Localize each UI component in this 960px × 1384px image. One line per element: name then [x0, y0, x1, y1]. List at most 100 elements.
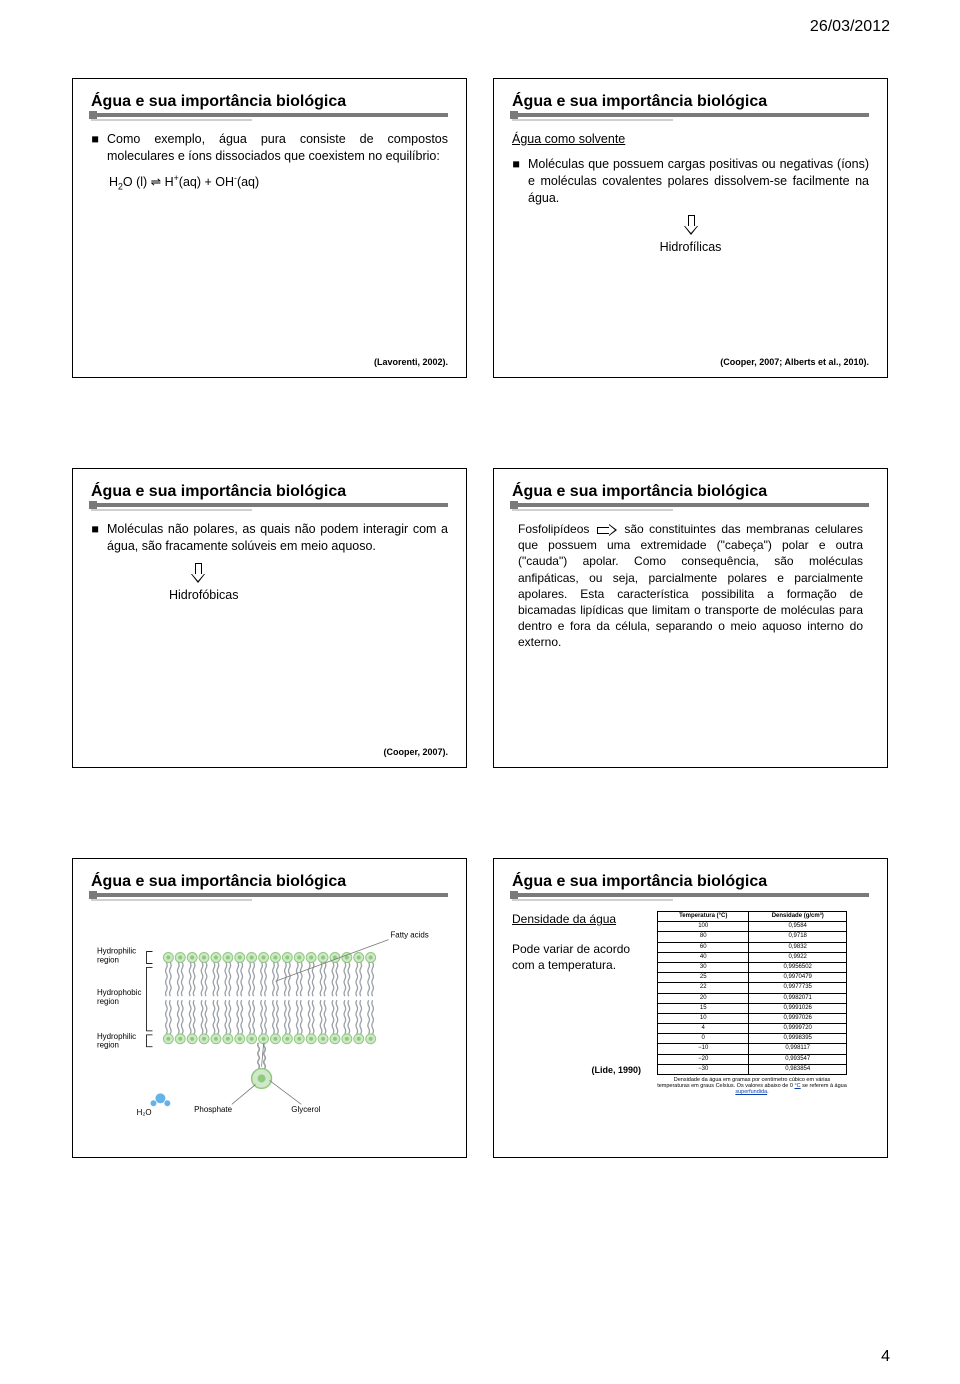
- table-cell: 22: [658, 983, 749, 993]
- right-arrow-icon: [597, 525, 617, 535]
- table-cell: 0,9584: [749, 922, 847, 932]
- col-dens: Densidade (g/cm³): [749, 912, 847, 922]
- row-3: Água e sua importância biológica Hydroph…: [72, 858, 888, 1158]
- table-cell: 0,9991026: [749, 1003, 847, 1013]
- label-hidrofilicas: Hidrofílicas: [512, 239, 869, 256]
- table-row: 200,9982071: [658, 993, 847, 1003]
- bullet-text: Moléculas que possuem cargas positivas o…: [528, 156, 869, 207]
- citation: (Cooper, 2007).: [383, 747, 448, 757]
- svg-text:Hydrophilicregion: Hydrophilicregion: [97, 1032, 136, 1050]
- title-rule: [91, 893, 448, 901]
- page-date: 26/03/2012: [810, 18, 890, 36]
- table-cell: −20: [658, 1054, 749, 1064]
- table-cell: 0: [658, 1034, 749, 1044]
- slide-6: Água e sua importância biológica Densida…: [493, 858, 888, 1158]
- page-number: 4: [881, 1348, 890, 1366]
- bullet-text: Como exemplo, água pura consiste de comp…: [107, 131, 448, 165]
- equation: H2O (l) ⇌ H+(aq) + OH-(aq): [109, 173, 448, 193]
- slide-title: Água e sua importância biológica: [512, 93, 869, 111]
- bilayer-diagram: Hydrophilicregion Hydrophobicregion Hydrop…: [91, 911, 448, 1121]
- table-cell: 0,9832: [749, 942, 847, 952]
- table-cell: 0,9977735: [749, 983, 847, 993]
- title-rule: [512, 503, 869, 511]
- table-row: 250,9970479: [658, 973, 847, 983]
- table-cell: 0,9997026: [749, 1013, 847, 1023]
- table-row: −100,998117: [658, 1044, 847, 1054]
- slide-title: Água e sua importância biológica: [512, 873, 869, 891]
- table-row: 300,9956502: [658, 962, 847, 972]
- table-cell: 0,9970479: [749, 973, 847, 983]
- slide-2: Água e sua importância biológica Água co…: [493, 78, 888, 378]
- table-row: 800,9718: [658, 932, 847, 942]
- density-text: Pode variar de acordo com a temperatura.: [512, 941, 647, 973]
- bullet-marker: ■: [91, 131, 99, 165]
- title-rule: [512, 893, 869, 901]
- bullet-text: Moléculas não polares, as quais não pode…: [107, 521, 448, 555]
- title-rule: [512, 113, 869, 121]
- paragraph-text: são constituintes das membranas celulare…: [518, 522, 863, 649]
- slide-title: Água e sua importância biológica: [91, 93, 448, 111]
- table-cell: 20: [658, 993, 749, 1003]
- citation: (Lide, 1990): [512, 1064, 647, 1076]
- title-rule: [91, 113, 448, 121]
- slide-title: Água e sua importância biológica: [91, 873, 448, 891]
- density-table: Temperatura (°C) Densidade (g/cm³) 1000,…: [657, 911, 847, 1075]
- slide-5: Água e sua importância biológica Hydroph…: [72, 858, 467, 1158]
- slide-1: Água e sua importância biológica ■ Como …: [72, 78, 467, 378]
- label-hidrofobicas: Hidrofóbicas: [169, 587, 448, 604]
- table-row: 40,9999720: [658, 1024, 847, 1034]
- title-rule: [91, 503, 448, 511]
- table-cell: 0,9982071: [749, 993, 847, 1003]
- table-cell: 0,993547: [749, 1054, 847, 1064]
- table-cell: −10: [658, 1044, 749, 1054]
- svg-text:Hydrophobicregion: Hydrophobicregion: [97, 988, 142, 1006]
- svg-text:H₂O: H₂O: [137, 1108, 152, 1117]
- density-heading: Densidade da água: [512, 911, 647, 927]
- bullet-item: ■ Moléculas que possuem cargas positivas…: [512, 156, 869, 207]
- table-row: 600,9832: [658, 942, 847, 952]
- table-row: −300,983854: [658, 1064, 847, 1074]
- row-2: Água e sua importância biológica ■ Moléc…: [72, 468, 888, 768]
- table-cell: 0,9922: [749, 952, 847, 962]
- table-cell: 4: [658, 1024, 749, 1034]
- paragraph: Fosfolipídeos são constituintes das memb…: [512, 521, 869, 651]
- svg-text:Glycerol: Glycerol: [291, 1105, 320, 1114]
- col-temp: Temperatura (°C): [658, 912, 749, 922]
- slides-container: Água e sua importância biológica ■ Como …: [72, 78, 888, 1158]
- table-row: 150,9991026: [658, 1003, 847, 1013]
- table-cell: 30: [658, 962, 749, 972]
- table-cell: 0,998117: [749, 1044, 847, 1054]
- bullet-marker: ■: [91, 521, 99, 555]
- density-text-block: Densidade da água Pode variar de acordo …: [512, 911, 647, 1076]
- table-cell: 0,9718: [749, 932, 847, 942]
- table-row: 220,9977735: [658, 983, 847, 993]
- table-cell: 15: [658, 1003, 749, 1013]
- table-row: 100,9997026: [658, 1013, 847, 1023]
- citation: (Lavorenti, 2002).: [374, 357, 448, 367]
- slide-title: Água e sua importância biológica: [91, 483, 448, 501]
- table-row: 1000,9584: [658, 922, 847, 932]
- down-arrow-icon: [191, 563, 205, 583]
- slide-3: Água e sua importância biológica ■ Moléc…: [72, 468, 467, 768]
- svg-text:Hydrophilicregion: Hydrophilicregion: [97, 947, 136, 965]
- density-table-wrap: Temperatura (°C) Densidade (g/cm³) 1000,…: [657, 911, 847, 1095]
- svg-text:Fatty acids: Fatty acids: [390, 931, 428, 940]
- table-caption: Densidade da água em gramas por centímet…: [657, 1077, 847, 1095]
- table-cell: 0,9998395: [749, 1034, 847, 1044]
- subheading: Água como solvente: [512, 131, 869, 148]
- svg-text:Phosphate: Phosphate: [194, 1105, 232, 1114]
- table-cell: 40: [658, 952, 749, 962]
- table-cell: 25: [658, 973, 749, 983]
- table-cell: 10: [658, 1013, 749, 1023]
- table-cell: 0,983854: [749, 1064, 847, 1074]
- slide-4: Água e sua importância biológica Fosfoli…: [493, 468, 888, 768]
- table-cell: 60: [658, 942, 749, 952]
- bullet-marker: ■: [512, 156, 520, 207]
- table-row: 400,9922: [658, 952, 847, 962]
- lead-word: Fosfolipídeos: [518, 522, 589, 536]
- table-cell: 80: [658, 932, 749, 942]
- row-1: Água e sua importância biológica ■ Como …: [72, 78, 888, 378]
- table-row: 00,9998395: [658, 1034, 847, 1044]
- bullet-item: ■ Moléculas não polares, as quais não po…: [91, 521, 448, 555]
- table-cell: 0,9956502: [749, 962, 847, 972]
